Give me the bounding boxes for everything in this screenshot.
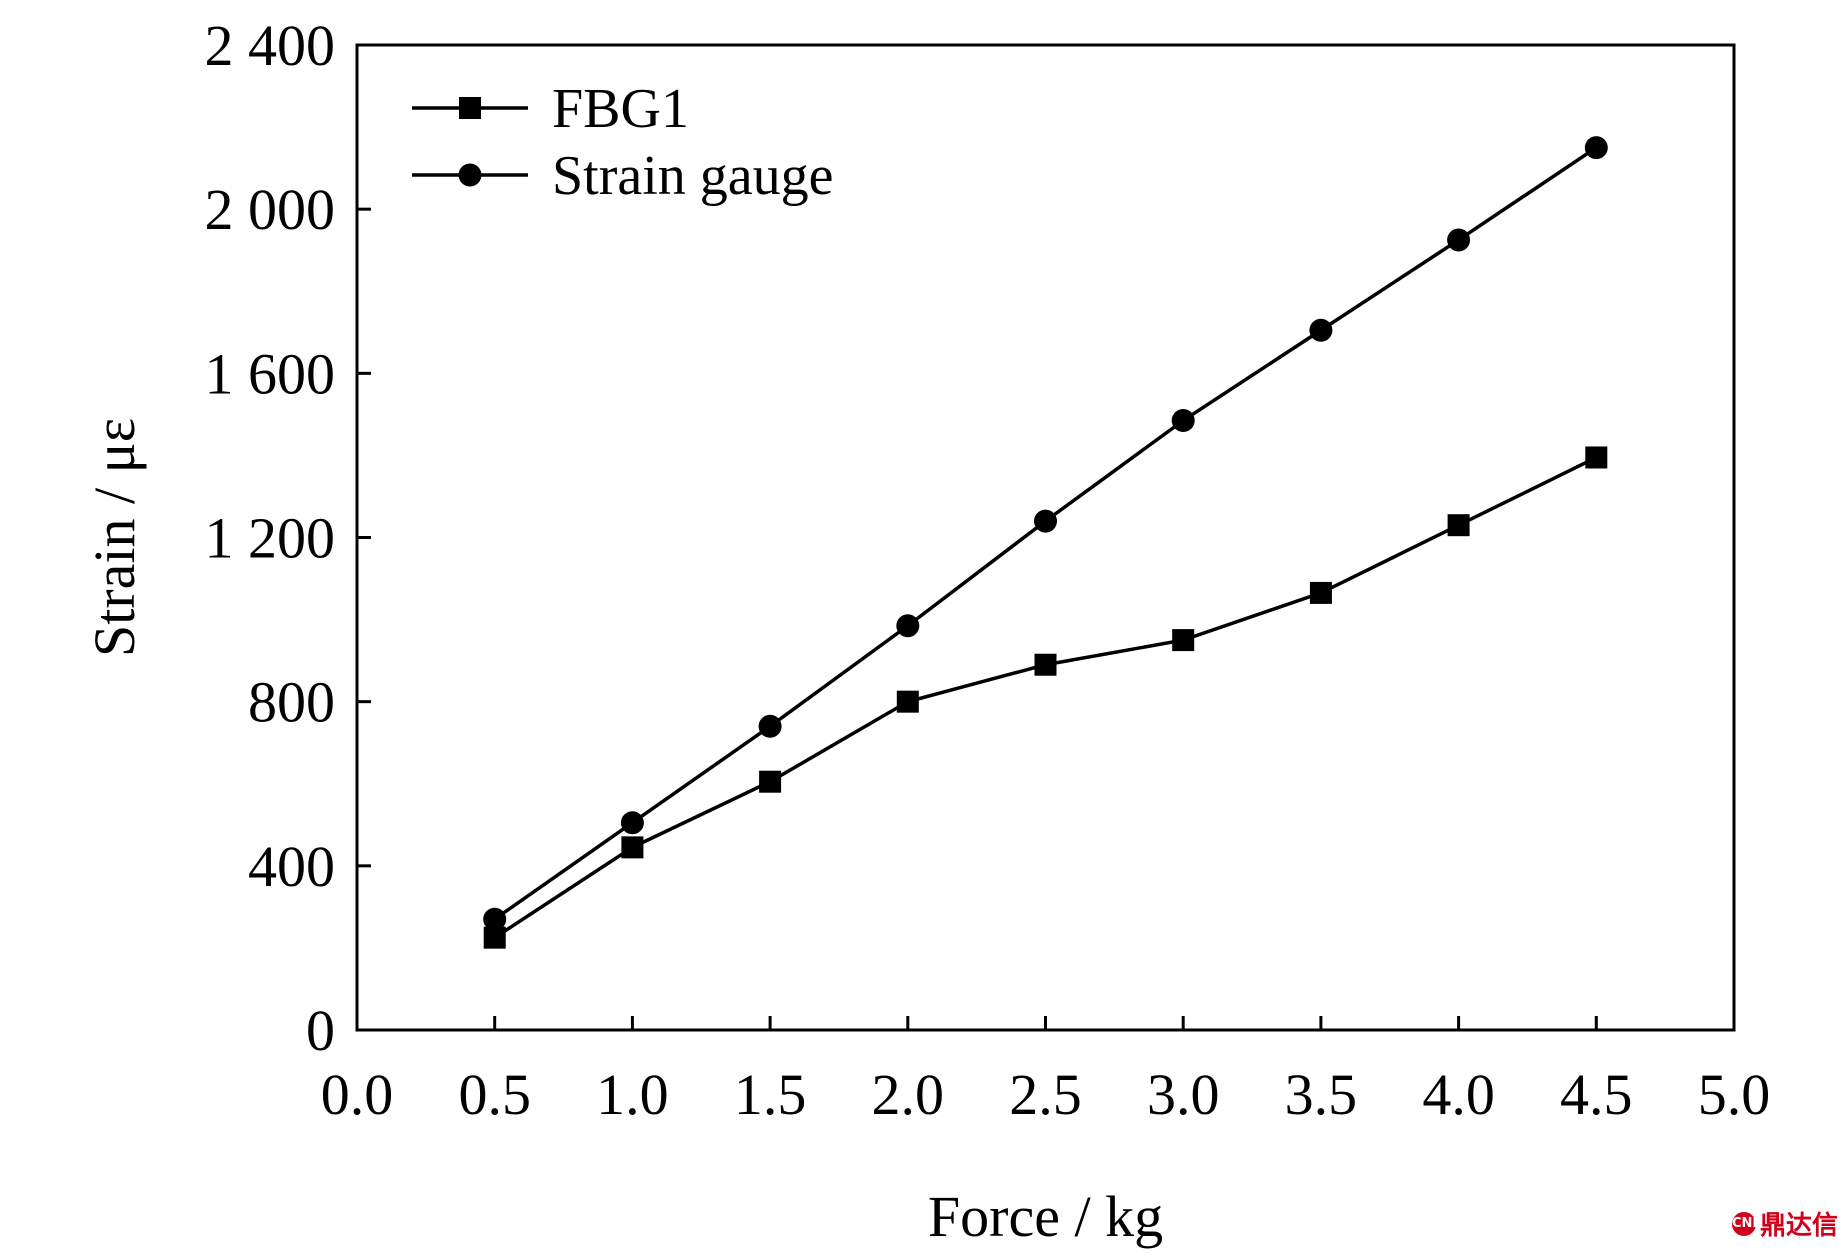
watermark-text: 鼎达信 bbox=[1759, 1211, 1838, 1241]
data-point-circle bbox=[483, 907, 507, 931]
series-layer bbox=[483, 136, 1608, 949]
x-tick-label: 0.0 bbox=[321, 1062, 394, 1127]
data-point-square bbox=[1447, 514, 1470, 537]
x-tick-label: 0.5 bbox=[458, 1062, 531, 1127]
legend-marker-circle bbox=[458, 163, 482, 187]
legend-label: Strain gauge bbox=[552, 145, 833, 207]
y-tick-label: 2 000 bbox=[205, 177, 336, 242]
x-tick-label: 3.0 bbox=[1147, 1062, 1220, 1127]
data-point-square bbox=[896, 690, 919, 713]
y-axis-title: Strain / με bbox=[82, 418, 147, 657]
x-tick-label: 4.0 bbox=[1422, 1062, 1495, 1127]
data-point-square bbox=[1309, 581, 1332, 604]
legend-label: FBG1 bbox=[552, 78, 689, 140]
watermark-logo: CNKI 鼎达信 bbox=[1731, 1205, 1838, 1242]
data-point-circle bbox=[1034, 509, 1057, 533]
data-point-square bbox=[759, 770, 782, 793]
x-tick-label: 1.0 bbox=[596, 1062, 669, 1127]
legend-item: Strain gauge bbox=[412, 145, 833, 207]
y-tick-label: 0 bbox=[306, 998, 335, 1063]
x-tick-label: 1.5 bbox=[734, 1062, 807, 1127]
data-point-square bbox=[483, 926, 506, 949]
data-point-circle bbox=[1584, 136, 1608, 160]
watermark-icon: CNKI bbox=[1731, 1211, 1767, 1236]
x-tick-label: 2.5 bbox=[1009, 1062, 1082, 1127]
x-tick-label: 5.0 bbox=[1698, 1062, 1771, 1127]
x-axis-title: Force / kg bbox=[928, 1184, 1163, 1249]
x-axis-ticks: 0.0 0.5 1.0 1.5 2.0 2.5 3.0 3.5 4.0 4.5 5.0 bbox=[321, 1016, 1771, 1127]
data-point-circle bbox=[1447, 228, 1471, 252]
series-line bbox=[493, 146, 1598, 921]
y-axis-ticks: 0 400 800 1 200 1 600 2 000 2 400 bbox=[205, 13, 371, 1063]
data-point-circle bbox=[896, 614, 920, 638]
data-point-circle bbox=[758, 714, 782, 738]
data-point-circle bbox=[1171, 409, 1195, 433]
y-tick-label: 800 bbox=[248, 670, 335, 735]
y-tick-label: 2 400 bbox=[205, 13, 336, 78]
data-point-square bbox=[1585, 446, 1608, 469]
legend-item: FBG1 bbox=[412, 78, 689, 140]
legend-marker-square bbox=[459, 97, 481, 119]
series-strain-gauge bbox=[483, 136, 1608, 931]
y-tick-label: 1 600 bbox=[205, 341, 336, 406]
series-fbg1 bbox=[483, 446, 1608, 949]
data-point-square bbox=[621, 836, 644, 859]
x-tick-label: 4.5 bbox=[1560, 1062, 1633, 1127]
x-tick-label: 2.0 bbox=[872, 1062, 945, 1127]
data-point-circle bbox=[620, 811, 644, 835]
y-tick-label: 400 bbox=[248, 834, 335, 899]
data-point-square bbox=[1034, 653, 1057, 676]
data-point-square bbox=[1172, 629, 1195, 652]
y-tick-label: 1 200 bbox=[205, 506, 336, 571]
x-tick-label: 3.5 bbox=[1285, 1062, 1358, 1127]
data-point-circle bbox=[1309, 318, 1333, 342]
